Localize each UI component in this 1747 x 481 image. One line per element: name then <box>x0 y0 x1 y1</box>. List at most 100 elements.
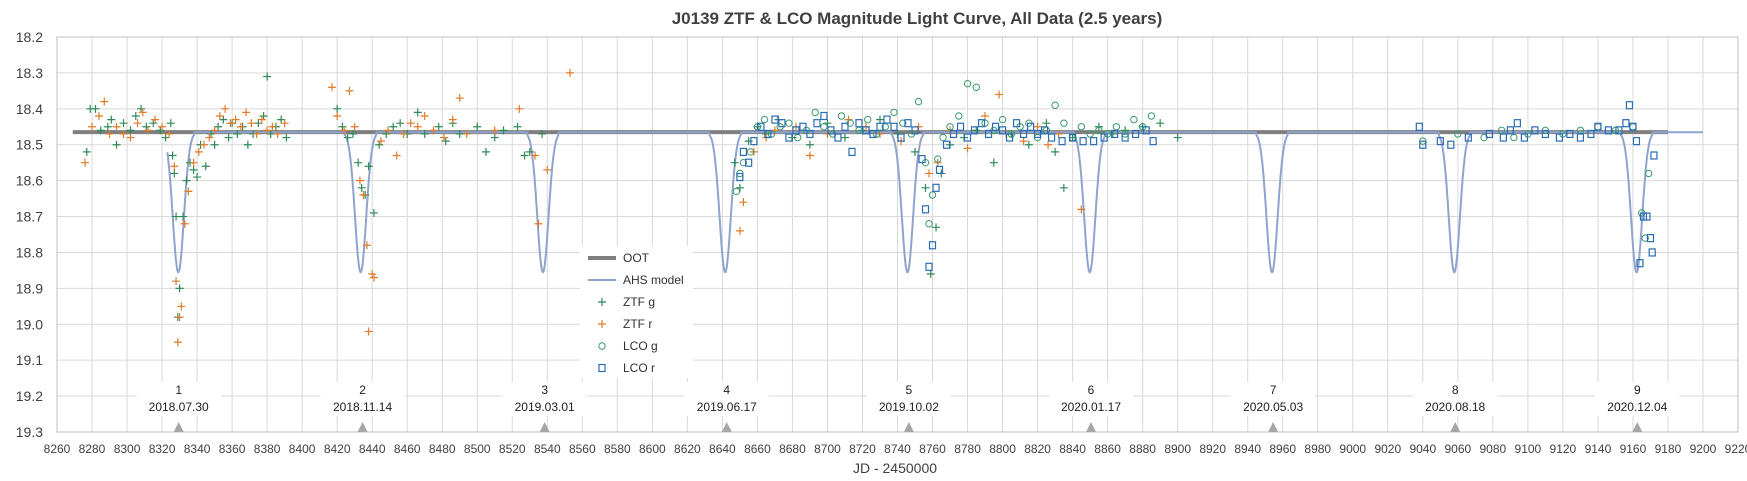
x-tick-label: 8700 <box>814 442 841 456</box>
data-point <box>362 241 371 250</box>
data-point <box>82 147 91 156</box>
data-point <box>131 112 140 120</box>
data-point <box>95 112 104 120</box>
data-point <box>368 270 377 278</box>
y-tick-label: 19.0 <box>16 316 43 332</box>
data-point <box>1069 133 1077 142</box>
x-tick-label: 9220 <box>1725 442 1747 456</box>
data-point <box>126 133 135 142</box>
x-tick-label: 8720 <box>849 442 876 456</box>
event-number: 6 <box>1088 383 1095 397</box>
data-point <box>214 122 223 131</box>
legend-box <box>580 246 693 378</box>
data-point <box>875 115 884 124</box>
data-point <box>1059 183 1068 192</box>
event-label-box <box>502 382 587 416</box>
x-tick-label: 8840 <box>1059 442 1086 456</box>
data-point <box>1111 129 1119 139</box>
data-point <box>813 119 821 128</box>
data-point <box>348 129 357 138</box>
data-point <box>531 151 540 160</box>
data-point <box>1520 133 1528 142</box>
x-tick-label: 8760 <box>919 442 946 456</box>
ahs-model-curve <box>166 131 1703 274</box>
data-point <box>989 158 998 167</box>
data-point <box>1587 129 1595 139</box>
data-point <box>963 133 972 142</box>
x-tick-label: 9080 <box>1480 442 1507 456</box>
data-point <box>1485 129 1493 139</box>
data-point <box>138 108 147 117</box>
data-point <box>883 115 891 124</box>
data-point <box>369 208 378 217</box>
chart-title: J0139 ZTF & LCO Magnitude Light Curve, A… <box>672 9 1163 28</box>
data-point <box>112 122 121 131</box>
data-point <box>282 133 291 142</box>
grid <box>56 36 1739 433</box>
event-annotation: 1 2018.07.30 <box>136 382 221 432</box>
data-point <box>413 108 422 117</box>
data-point <box>1100 133 1108 142</box>
x-tick-label: 9060 <box>1444 442 1471 456</box>
data-point <box>1005 133 1014 142</box>
legend-item: ZTF r <box>598 317 652 331</box>
data-point <box>226 119 235 128</box>
x-tick-label: 8340 <box>184 442 211 456</box>
data-point <box>273 129 282 138</box>
event-marker-triangle <box>173 422 184 432</box>
legend-swatch <box>598 320 606 328</box>
data-point <box>455 129 464 138</box>
data-point <box>499 126 508 135</box>
event-number: 2 <box>359 383 366 397</box>
data-point <box>844 115 853 124</box>
data-point <box>785 119 793 127</box>
data-point <box>876 122 884 131</box>
data-point <box>1436 137 1444 146</box>
event-date: 2020.05.03 <box>1243 400 1303 414</box>
data-point <box>1033 129 1042 139</box>
x-tick-label: 8940 <box>1234 442 1261 456</box>
data-point <box>259 112 268 120</box>
data-point <box>221 104 230 113</box>
data-point <box>338 122 347 131</box>
data-point <box>543 165 552 174</box>
data-point <box>1531 126 1539 135</box>
event-label-box <box>1048 382 1133 416</box>
data-point <box>928 241 937 250</box>
y-tick-label: 18.6 <box>16 173 43 189</box>
series-ztf-r <box>81 68 1086 347</box>
series-lco-r <box>736 101 1658 271</box>
legend: OOT AHS model ZTF g ZTF r LCO g LCO r <box>580 246 693 378</box>
data-point <box>837 112 846 120</box>
data-point <box>1051 101 1059 109</box>
data-point <box>911 126 919 135</box>
data-point <box>984 129 993 139</box>
data-point <box>1644 169 1653 178</box>
data-point <box>280 119 289 128</box>
x-tick-label: 8360 <box>219 442 246 456</box>
data-point <box>890 122 898 131</box>
data-point <box>799 122 807 131</box>
data-point <box>96 126 105 135</box>
data-point <box>184 187 193 196</box>
data-point <box>1012 119 1021 128</box>
data-point <box>175 284 184 293</box>
x-tick-label: 8320 <box>149 442 176 456</box>
data-point <box>156 126 165 135</box>
data-point <box>266 129 275 138</box>
event-label-box <box>1413 382 1498 416</box>
data-point <box>566 68 575 77</box>
legend-label: AHS model <box>623 273 684 287</box>
data-point <box>434 122 443 131</box>
x-tick-label: 8820 <box>1024 442 1051 456</box>
data-point <box>406 119 415 128</box>
data-point <box>382 129 391 138</box>
legend-label: ZTF g <box>623 295 655 309</box>
event-annotation: 9 2020.12.04 <box>1595 382 1680 432</box>
event-number: 4 <box>723 383 730 397</box>
event-marker-triangle <box>539 422 550 432</box>
data-point <box>170 169 179 178</box>
legend-label: LCO g <box>623 339 658 353</box>
data-point <box>1650 151 1658 160</box>
